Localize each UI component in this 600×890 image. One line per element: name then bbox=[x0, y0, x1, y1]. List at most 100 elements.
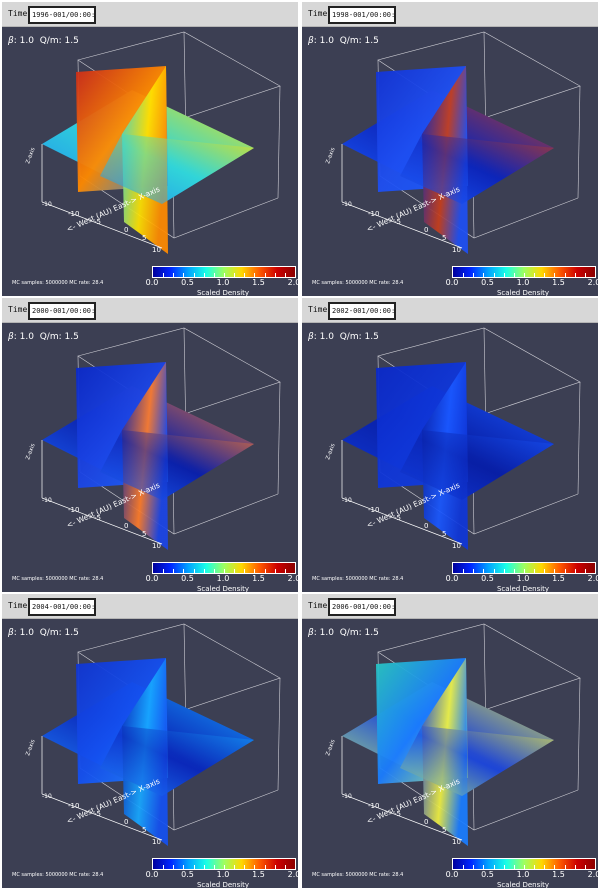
z-axis-title: Z-axis bbox=[325, 147, 336, 165]
colorbar-tick-mark bbox=[524, 865, 525, 869]
colorbar-tick-label: 1.5 bbox=[552, 278, 565, 287]
beta-symbol: β bbox=[8, 628, 14, 638]
3d-density-scene[interactable]: Z-axis -10 -10 -5 0 5 10 <- West (AU) Ea… bbox=[302, 26, 598, 261]
colorbar-title: Scaled Density bbox=[196, 881, 250, 888]
parameter-text: β: 1.0 Q/m: 1.5 bbox=[308, 36, 379, 46]
colorbar-labels: 0.0 0.5 1.0 1.5 2.0 bbox=[142, 870, 298, 880]
x-tick: 0 bbox=[424, 226, 428, 234]
colorbar-tick-mark bbox=[503, 273, 505, 277]
x-tick: 5 bbox=[442, 826, 446, 834]
3d-density-scene[interactable]: Z-axis -10 -10 -5 0 5 10 <- West (AU) Ea… bbox=[2, 618, 298, 853]
colorbar-tick-mark bbox=[203, 569, 205, 573]
x-tick: -10 bbox=[368, 210, 379, 218]
y-tick: -10 bbox=[342, 201, 352, 208]
colorbar-tick-label: 1.0 bbox=[216, 278, 230, 287]
horizontal-slice-front bbox=[100, 134, 254, 204]
colorbar-tick-mark bbox=[274, 569, 276, 573]
colorbar-tick-mark bbox=[513, 273, 515, 277]
colorbar-tick-mark bbox=[493, 273, 495, 277]
colorbar-tick-label: 1.0 bbox=[516, 574, 530, 583]
colorbar-tick-label: 2.0 bbox=[587, 278, 598, 287]
z-axis-title: Z-axis bbox=[325, 443, 336, 461]
horizontal-slice-front bbox=[400, 134, 554, 204]
time-input[interactable]: 1996-001/00:00:00 bbox=[28, 6, 96, 24]
colorbar bbox=[152, 858, 296, 870]
axes bbox=[41, 440, 163, 545]
visualization-panel: Time: 1998-001/00:00:00 β: 1.0 Q/m: 1.5 bbox=[302, 2, 598, 296]
colorbar bbox=[452, 858, 596, 870]
colorbar-tick-mark bbox=[574, 865, 576, 869]
colorbar-tick-mark bbox=[534, 569, 536, 573]
y-tick: -10 bbox=[342, 497, 352, 504]
colorbar-tick-mark bbox=[463, 273, 465, 277]
time-input[interactable]: 1998-001/00:00:00 bbox=[328, 6, 396, 24]
3d-density-scene[interactable]: Z-axis -10 -10 -5 0 5 10 <- West (AU) Ea… bbox=[2, 322, 298, 557]
colorbar-tick-label: 0.5 bbox=[481, 870, 494, 879]
3d-density-scene[interactable]: Z-axis -10 -10 -5 0 5 10 <- West (AU) Ea… bbox=[302, 322, 598, 557]
mc-stats: MC samples: 5000000 MC rate: 28.4 bbox=[12, 576, 104, 582]
colorbar-tick-mark bbox=[554, 273, 556, 277]
colorbar-tick-mark bbox=[244, 569, 246, 573]
time-toolbar: Time: 1998-001/00:00:00 bbox=[302, 2, 598, 27]
parameter-text: β: 1.0 Q/m: 1.5 bbox=[8, 36, 79, 46]
visualization-panel: Time: 2006-001/00:00:00 β: 1.0 Q/m: 1.5 bbox=[302, 594, 598, 888]
3d-density-scene[interactable]: Z-axis -10 -10 -5 0 5 10 <- West (AU) Ea… bbox=[2, 26, 298, 261]
visualization-panel: Time: 2004-001/00:00:00 β: 1.0 Q/m: 1.5 bbox=[2, 594, 298, 888]
colorbar-tick-mark bbox=[203, 273, 205, 277]
x-tick: 10 bbox=[152, 838, 161, 846]
colorbar-tick-mark bbox=[534, 273, 536, 277]
colorbar-tick-mark bbox=[544, 273, 546, 277]
colorbar bbox=[452, 562, 596, 574]
colorbar-tick-mark bbox=[254, 273, 256, 277]
colorbar-gradient bbox=[453, 267, 595, 277]
y-tick: -10 bbox=[42, 201, 52, 208]
colorbar-tick-mark bbox=[183, 273, 185, 277]
colorbar-tick-mark bbox=[584, 569, 586, 573]
y-tick: -10 bbox=[342, 793, 352, 800]
colorbar-gradient bbox=[153, 563, 295, 573]
colorbar-tick-label: 2.0 bbox=[587, 574, 598, 583]
time-label: Time: bbox=[8, 305, 33, 314]
horizontal-slice-front bbox=[400, 726, 554, 796]
time-input[interactable]: 2000-001/00:00:00 bbox=[28, 302, 96, 320]
time-input[interactable]: 2006-001/00:00:00 bbox=[328, 598, 396, 616]
horizontal-slice-front bbox=[400, 430, 554, 500]
mc-stats: MC samples: 5000000 MC rate: 28.4 bbox=[312, 280, 404, 286]
beta-value: : 1.0 bbox=[313, 36, 334, 46]
x-tick: -10 bbox=[68, 802, 79, 810]
colorbar-labels: 0.0 0.5 1.0 1.5 2.0 bbox=[442, 870, 598, 880]
time-input[interactable]: 2002-001/00:00:00 bbox=[328, 302, 396, 320]
x-tick: 10 bbox=[452, 246, 461, 254]
colorbar-tick-mark bbox=[224, 273, 225, 277]
colorbar-tick-mark bbox=[193, 273, 195, 277]
density-planes bbox=[42, 66, 254, 254]
colorbar-tick-mark bbox=[574, 273, 576, 277]
parameter-text: β: 1.0 Q/m: 1.5 bbox=[308, 628, 379, 638]
axes bbox=[41, 736, 163, 841]
time-toolbar: Time: 2004-001/00:00:00 bbox=[2, 594, 298, 619]
3d-density-scene[interactable]: Z-axis -10 -10 -5 0 5 10 <- West (AU) Ea… bbox=[302, 618, 598, 853]
parameter-text: β: 1.0 Q/m: 1.5 bbox=[308, 332, 379, 342]
colorbar-tick-mark bbox=[183, 865, 185, 869]
colorbar-tick-label: 1.5 bbox=[252, 574, 265, 583]
colorbar-tick-mark bbox=[463, 569, 465, 573]
x-tick: 5 bbox=[142, 530, 146, 538]
axes bbox=[341, 144, 463, 249]
colorbar-tick-mark bbox=[564, 273, 566, 277]
x-tick: -5 bbox=[94, 514, 101, 522]
colorbar-tick-mark bbox=[213, 569, 215, 573]
colorbar-tick-mark bbox=[284, 865, 286, 869]
colorbar-title: Scaled Density bbox=[496, 289, 550, 296]
visualization-panel: Time: 2002-001/00:00:00 β: 1.0 Q/m: 1.5 bbox=[302, 298, 598, 592]
beta-symbol: β bbox=[308, 36, 314, 46]
colorbar-tick-mark bbox=[564, 865, 566, 869]
colorbar-tick-label: 0.0 bbox=[145, 278, 159, 287]
colorbar-tick-mark bbox=[483, 569, 485, 573]
colorbar-tick-label: 2.0 bbox=[287, 278, 298, 287]
x-tick: 10 bbox=[452, 542, 461, 550]
time-input[interactable]: 2004-001/00:00:00 bbox=[28, 598, 96, 616]
density-planes bbox=[342, 658, 554, 846]
qm-value: Q/m: 1.5 bbox=[339, 628, 379, 638]
colorbar-tick-mark bbox=[254, 569, 256, 573]
mc-stats: MC samples: 5000000 MC rate: 28.4 bbox=[312, 576, 404, 582]
